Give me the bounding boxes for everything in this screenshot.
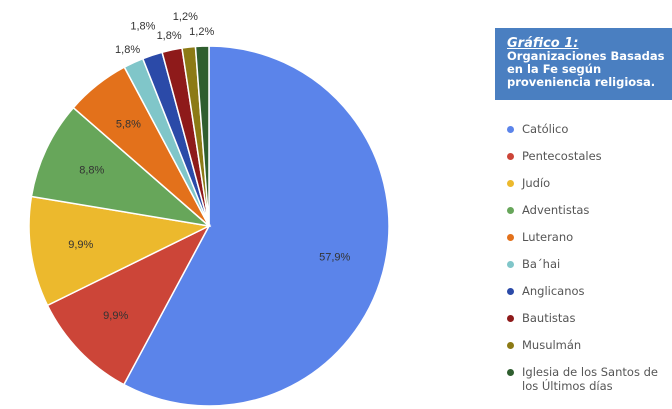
legend-marker <box>507 153 514 160</box>
legend-item: Anglicanos <box>507 284 667 311</box>
legend-marker <box>507 126 514 133</box>
legend-label: Católico <box>522 122 569 136</box>
legend-item: Iglesia de los Santos de los Últimos día… <box>507 365 667 393</box>
legend-label: Judío <box>522 176 551 190</box>
data-label: 5,8% <box>116 118 141 130</box>
legend-marker <box>507 234 514 241</box>
legend-item: Adventistas <box>507 203 667 230</box>
legend-marker <box>507 207 514 214</box>
legend-item: Musulmán <box>507 338 667 365</box>
legend-marker <box>507 180 514 187</box>
data-label: 1,8% <box>157 30 182 42</box>
legend-marker <box>507 288 514 295</box>
pie-slice <box>28 195 212 307</box>
legend-item: Ba´hai <box>507 257 667 284</box>
legend-label: Pentecostales <box>522 149 602 163</box>
legend-marker <box>507 315 514 322</box>
legend: Católico Pentecostales Judío Adventistas Lut… <box>507 122 667 393</box>
subtitle: Organizaciones Basadas en la Fe según pr… <box>507 49 665 89</box>
data-label: 1,8% <box>115 44 140 56</box>
legend-label: Adventistas <box>522 203 590 217</box>
legend-marker <box>507 261 514 268</box>
pie-slice <box>122 45 390 407</box>
data-label: 1,8% <box>130 21 155 33</box>
legend-title: Gráfico 1: Organizaciones Basadas en la … <box>495 28 672 100</box>
pie-slice <box>46 224 211 386</box>
legend-label: Bautistas <box>522 311 576 325</box>
legend-marker <box>507 369 514 376</box>
legend-item: Luterano <box>507 230 667 257</box>
legend-item: Bautistas <box>507 311 667 338</box>
legend-marker <box>507 342 514 349</box>
legend-item: Judío <box>507 176 667 203</box>
pie-slice <box>194 45 210 227</box>
legend-label: Iglesia de los Santos de los Últimos día… <box>522 365 658 393</box>
data-label: 9,9% <box>68 239 93 251</box>
data-label: 1,2% <box>189 26 214 38</box>
legend-label: Luterano <box>522 230 574 244</box>
data-label: 8,8% <box>79 165 104 177</box>
legend-label: Musulmán <box>522 338 582 352</box>
chart: 57,9%9,9%9,9%8,8%5,8%1,8%1,8%1,8%1,2%1,2… <box>28 11 390 407</box>
legend-label: Anglicanos <box>522 284 585 298</box>
data-label: 9,9% <box>103 310 128 322</box>
pie-slice <box>30 106 212 228</box>
data-label: 57,9% <box>319 252 350 264</box>
legend-item: Pentecostales <box>507 149 667 176</box>
legend-label: Ba´hai <box>522 257 561 271</box>
data-label: 1,2% <box>173 11 198 23</box>
title: Gráfico 1: <box>507 36 579 51</box>
legend-item: Católico <box>507 122 667 149</box>
